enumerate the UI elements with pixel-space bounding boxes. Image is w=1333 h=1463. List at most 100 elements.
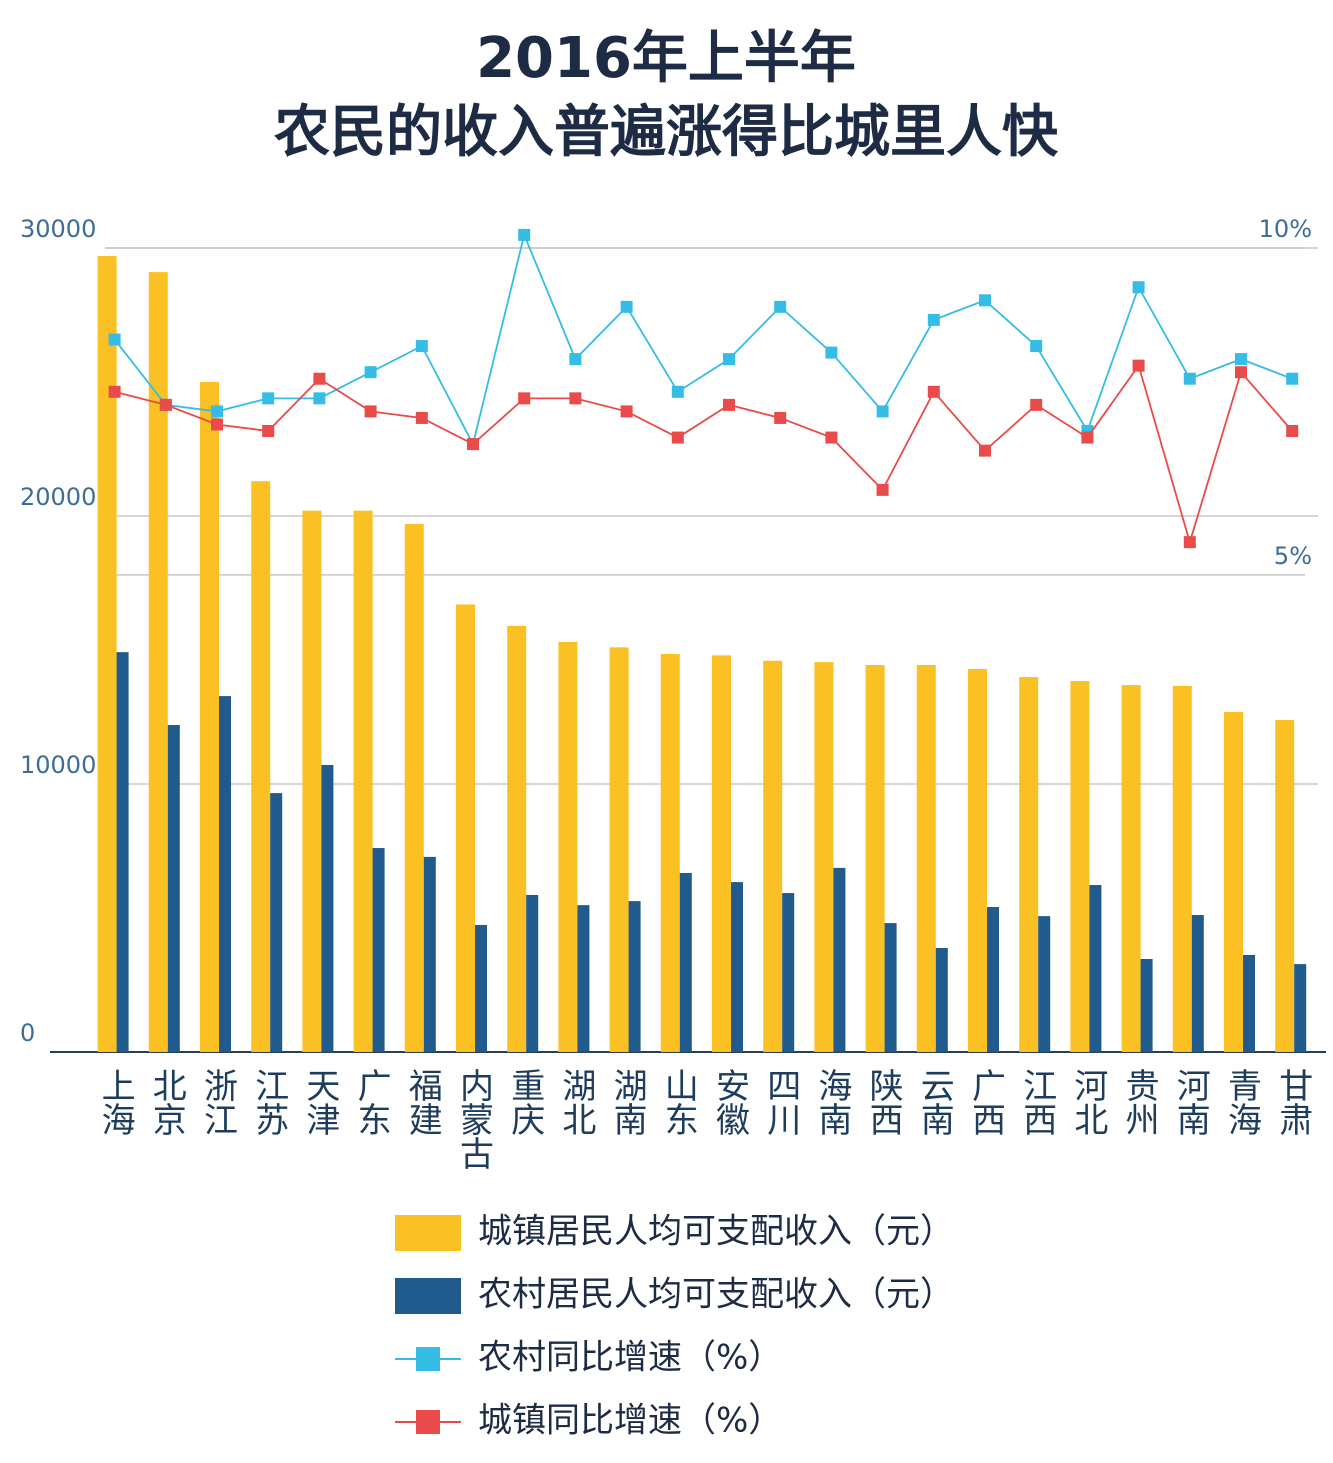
bar (116, 652, 129, 1052)
legend-label: 农村居民人均可支配收入（元） (478, 1275, 954, 1315)
bar (1191, 915, 1204, 1052)
bar (372, 848, 385, 1052)
x-tick-label: 陕西 (863, 1068, 903, 1136)
bar (302, 510, 322, 1052)
line-marker (1081, 431, 1094, 444)
line (114, 363, 1293, 546)
bar (935, 948, 948, 1052)
line-marker (518, 392, 531, 405)
bar (321, 764, 334, 1052)
bar (251, 481, 271, 1052)
line-marker (927, 385, 940, 398)
bar (1070, 681, 1090, 1052)
chart-title: 农民的收入普遍涨得比城里人快 (274, 100, 1059, 165)
line-marker (723, 353, 735, 366)
bar (833, 867, 846, 1052)
bar (507, 625, 527, 1052)
bar (423, 856, 436, 1052)
chart-title: 2016年上半年 (476, 26, 856, 91)
bar (1121, 685, 1141, 1052)
legend-swatch (416, 1347, 440, 1371)
bar (987, 907, 999, 1052)
x-tick-label: 天津 (300, 1068, 340, 1136)
bar (1019, 677, 1039, 1052)
bar (167, 725, 180, 1052)
x-tick-label: 河南 (1170, 1068, 1210, 1136)
bar (148, 272, 168, 1052)
x-tick-label: 上海 (95, 1068, 135, 1136)
line-marker (979, 294, 991, 307)
line-marker (723, 398, 735, 411)
bar (404, 524, 424, 1052)
bar (814, 662, 834, 1052)
legend-label: 农村同比增速（%） (478, 1338, 782, 1378)
bar (884, 923, 897, 1052)
legend-label: 城镇同比增速（%） (478, 1401, 782, 1441)
x-tick-label: 江西 (1017, 1068, 1057, 1136)
bar (526, 894, 539, 1052)
bar (782, 893, 795, 1052)
bar (628, 901, 641, 1052)
line-marker (620, 300, 633, 313)
line-marker (979, 444, 991, 457)
bar (577, 905, 590, 1052)
line-marker (313, 392, 326, 405)
line-marker (1183, 372, 1196, 385)
bar (1089, 885, 1102, 1052)
line-marker (774, 300, 787, 313)
bar (270, 793, 283, 1052)
x-tick-label: 福建 (402, 1068, 442, 1136)
x-tick-label: 青海 (1222, 1068, 1262, 1136)
line-marker (159, 398, 172, 411)
line-marker (108, 333, 121, 346)
x-tick-label: 重庆 (505, 1068, 545, 1136)
line-marker (211, 405, 223, 418)
x-tick-label: 浙江 (198, 1068, 238, 1136)
bar (609, 647, 629, 1052)
y-tick-label: 30000 (20, 215, 96, 243)
line-marker (1286, 425, 1299, 438)
line-marker (1235, 353, 1247, 366)
line-marker (569, 392, 582, 405)
line-marker (927, 313, 940, 326)
line-marker (620, 405, 633, 418)
bar (968, 669, 987, 1052)
y-tick-label: 20000 (20, 483, 96, 511)
legend-swatch (395, 1215, 461, 1251)
line-marker (825, 346, 838, 359)
line-marker (876, 483, 889, 496)
line-marker (671, 431, 684, 444)
bar (1294, 964, 1307, 1052)
y2-tick-label: 10% (1259, 215, 1312, 243)
bar (712, 655, 731, 1052)
legend-label: 城镇居民人均可支配收入（元） (478, 1212, 954, 1252)
line-marker (211, 418, 223, 431)
x-tick-label: 河北 (1068, 1068, 1108, 1136)
y-tick-label: 10000 (20, 751, 96, 779)
line-marker (1286, 372, 1299, 385)
line-marker (1235, 366, 1247, 379)
y-tick-label: 0 (20, 1019, 35, 1047)
x-tick-label: 内蒙古 (454, 1068, 494, 1170)
x-tick-label: 海南 (812, 1068, 852, 1136)
line-marker (262, 425, 275, 438)
line-marker (262, 392, 275, 405)
bar (97, 256, 117, 1052)
bar (660, 654, 680, 1052)
line-marker (1132, 281, 1145, 294)
line-marker (1030, 340, 1043, 353)
line-marker (415, 340, 428, 353)
line-marker (108, 385, 121, 398)
x-tick-label: 湖北 (556, 1068, 596, 1136)
bar (558, 641, 578, 1052)
line-marker (313, 372, 326, 385)
bar (1038, 916, 1051, 1052)
bar (763, 660, 783, 1052)
x-tick-label: 北京 (146, 1068, 186, 1136)
bar (475, 924, 487, 1052)
legend-swatch (416, 1410, 440, 1434)
line-marker (1030, 398, 1043, 411)
bar (1140, 959, 1153, 1052)
line-marker (1183, 536, 1196, 549)
